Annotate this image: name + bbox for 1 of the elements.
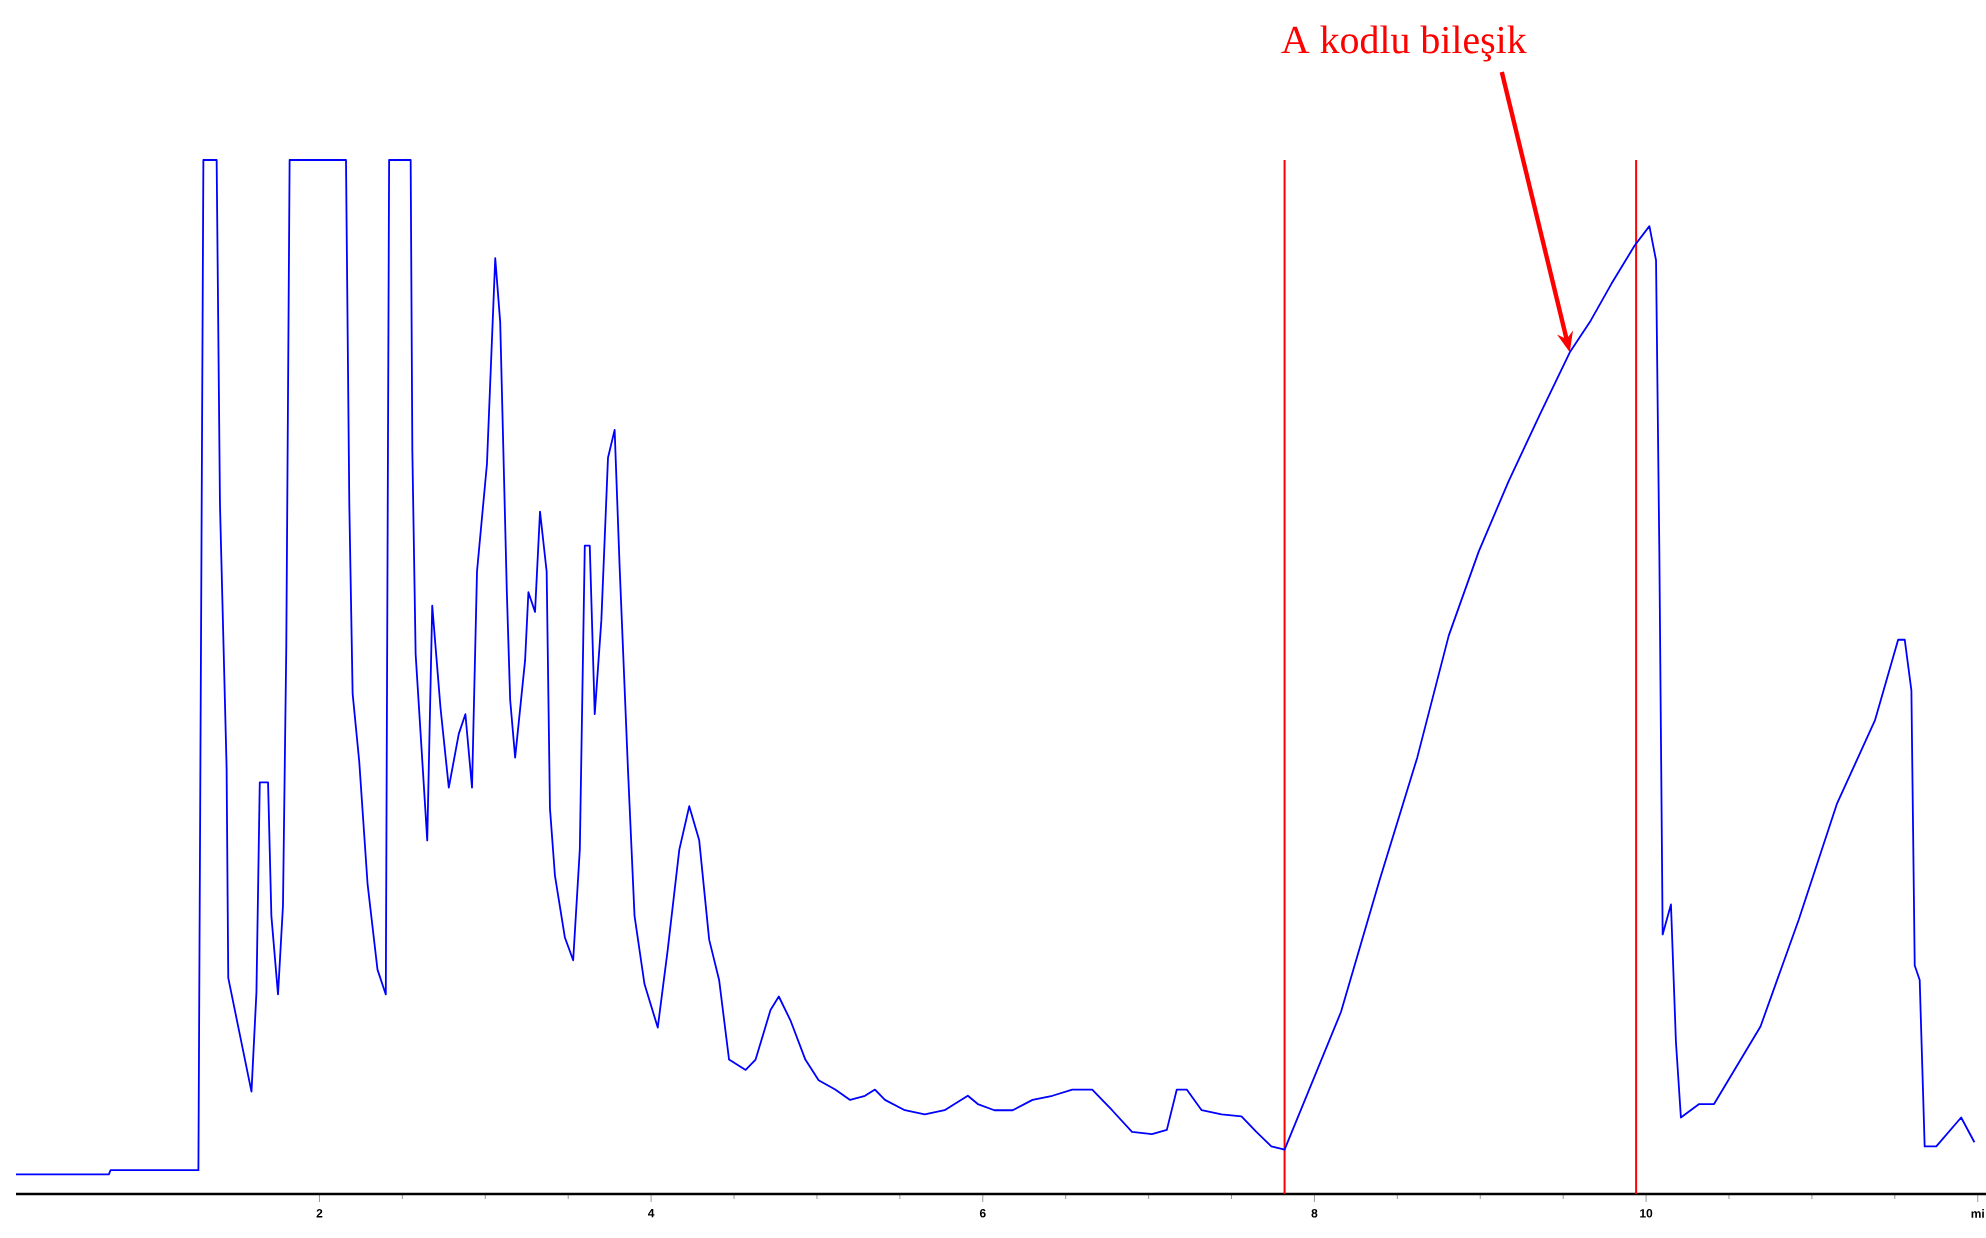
annotation: A kodlu bileşik [1281, 25, 1527, 62]
